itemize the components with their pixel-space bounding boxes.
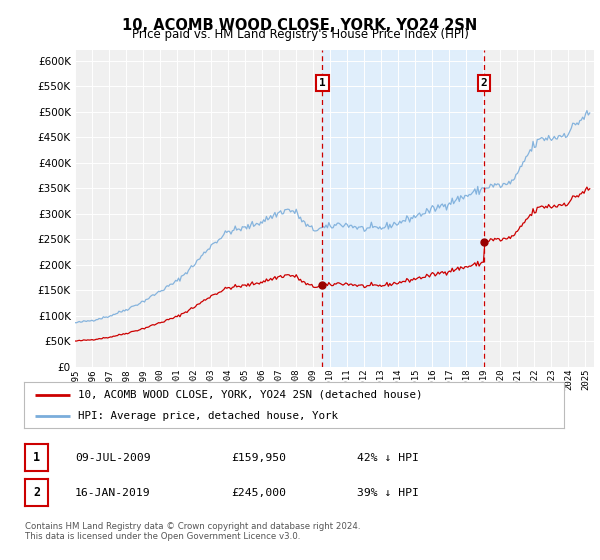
Text: £159,950: £159,950: [231, 452, 286, 463]
Text: 1: 1: [33, 451, 40, 464]
Text: 1: 1: [319, 78, 326, 88]
Text: 16-JAN-2019: 16-JAN-2019: [75, 488, 151, 498]
Text: Price paid vs. HM Land Registry's House Price Index (HPI): Price paid vs. HM Land Registry's House …: [131, 28, 469, 41]
Text: 2: 2: [481, 78, 487, 88]
Text: 10, ACOMB WOOD CLOSE, YORK, YO24 2SN: 10, ACOMB WOOD CLOSE, YORK, YO24 2SN: [122, 18, 478, 33]
Text: 42% ↓ HPI: 42% ↓ HPI: [357, 452, 419, 463]
Text: 2: 2: [33, 486, 40, 500]
Text: 09-JUL-2009: 09-JUL-2009: [75, 452, 151, 463]
Text: HPI: Average price, detached house, York: HPI: Average price, detached house, York: [78, 411, 338, 421]
Text: 39% ↓ HPI: 39% ↓ HPI: [357, 488, 419, 498]
Bar: [322, 50, 484, 367]
Text: Contains HM Land Registry data © Crown copyright and database right 2024.
This d: Contains HM Land Registry data © Crown c…: [25, 522, 361, 542]
Text: 10, ACOMB WOOD CLOSE, YORK, YO24 2SN (detached house): 10, ACOMB WOOD CLOSE, YORK, YO24 2SN (de…: [78, 390, 422, 400]
Text: £245,000: £245,000: [231, 488, 286, 498]
